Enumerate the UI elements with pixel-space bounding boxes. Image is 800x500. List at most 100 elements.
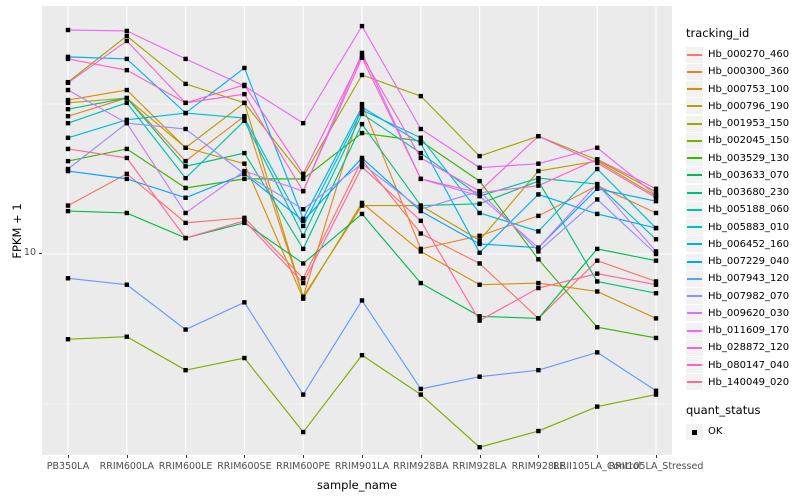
data-point [301, 188, 306, 194]
legend-label: Hb_140049_020 [708, 376, 790, 388]
data-point [595, 157, 600, 162]
line-swatch-color [687, 346, 702, 349]
data-point [653, 388, 659, 393]
data-point [242, 118, 247, 123]
x-axis-tick-mark [362, 455, 363, 458]
line-swatch-color [687, 70, 702, 73]
data-point [536, 133, 541, 139]
data-point [301, 392, 306, 397]
data-point [653, 225, 659, 231]
line-swatch-color [687, 226, 702, 229]
legend-label: Hb_011609_170 [708, 325, 790, 337]
legend-item: Hb_009620_030 [686, 305, 800, 322]
legend-label: Hb_000300_360 [708, 66, 790, 78]
data-point [477, 153, 482, 159]
data-point [65, 276, 71, 281]
line-swatch [686, 63, 703, 80]
data-point [242, 171, 247, 177]
legend-item: Hb_000300_360 [686, 63, 800, 80]
x-tick-label: RRIM600LA [99, 461, 154, 472]
legend-item: Hb_007229_040 [686, 253, 800, 270]
data-point [301, 176, 306, 182]
data-point [653, 210, 659, 216]
data-point [65, 87, 71, 93]
data-point [477, 165, 482, 170]
data-point [536, 249, 541, 254]
data-point [65, 100, 71, 106]
data-point [536, 285, 541, 291]
data-point [418, 135, 423, 140]
data-point [359, 50, 365, 56]
data-point [183, 81, 188, 87]
x-tick-label: RRIM928LA [452, 461, 507, 472]
line-swatch [686, 236, 703, 253]
legend-item: Hb_007943_120 [686, 270, 800, 287]
data-point [183, 175, 188, 181]
data-point [65, 80, 71, 86]
x-tick-label: RRIM600SE [217, 461, 272, 472]
line-swatch-color [687, 329, 702, 332]
legend-label: Hb_028872_120 [708, 342, 790, 354]
x-axis-tick-mark [185, 455, 187, 458]
data-point [359, 203, 365, 208]
data-point [65, 27, 71, 33]
line-swatch [686, 357, 703, 374]
x-tick-label: RRIM928LE [511, 461, 566, 472]
data-point [418, 246, 423, 252]
data-point [359, 352, 365, 358]
data-point [653, 198, 659, 204]
legend-label: Hb_003529_130 [708, 152, 790, 164]
line-swatch [686, 81, 703, 98]
data-point [536, 367, 541, 373]
legend-label: OK [708, 426, 723, 438]
line-swatch [686, 201, 703, 218]
x-axis-tick-mark [656, 455, 657, 458]
x-tick-label: PB350LA [46, 461, 90, 472]
line-swatch [686, 253, 703, 270]
data-point [653, 237, 659, 242]
square-point-icon [692, 429, 697, 435]
legend-item: Hb_005188_060 [686, 201, 800, 218]
y-axis-tick-mark [39, 253, 42, 254]
line-swatch-color [687, 105, 702, 108]
data-point [242, 91, 247, 97]
line-swatch-color [687, 295, 702, 298]
data-point [301, 207, 306, 212]
line-swatch [686, 184, 703, 201]
data-point [359, 101, 365, 107]
data-point [124, 171, 129, 177]
data-point [124, 146, 129, 152]
data-point [65, 336, 71, 342]
line-swatch-color [687, 139, 702, 142]
legend-item: Hb_003529_130 [686, 150, 800, 167]
data-point [183, 327, 188, 332]
data-point [477, 318, 482, 323]
x-tick-label: RRIM928BA [393, 461, 449, 472]
data-point [301, 171, 306, 177]
data-point [65, 56, 71, 62]
data-point [359, 161, 365, 166]
data-point [653, 279, 659, 284]
data-point [418, 155, 423, 161]
data-point [653, 186, 659, 191]
data-point [301, 429, 306, 435]
data-point [183, 110, 188, 116]
data-point [477, 261, 482, 266]
data-point [653, 258, 659, 263]
data-point [301, 223, 306, 229]
data-point [477, 241, 482, 247]
data-point [536, 316, 541, 321]
data-point [595, 325, 600, 330]
shape-legend-item: OK [686, 423, 800, 440]
data-point [653, 251, 659, 257]
data-point [65, 120, 71, 126]
data-point [65, 208, 71, 214]
data-point [124, 210, 129, 216]
data-point [359, 111, 365, 117]
legend-label: Hb_080147_040 [708, 359, 790, 371]
data-point [477, 444, 482, 450]
data-point [653, 195, 659, 200]
legend-item: Hb_003680_230 [686, 184, 800, 201]
data-point [536, 428, 541, 434]
data-point [183, 210, 188, 216]
